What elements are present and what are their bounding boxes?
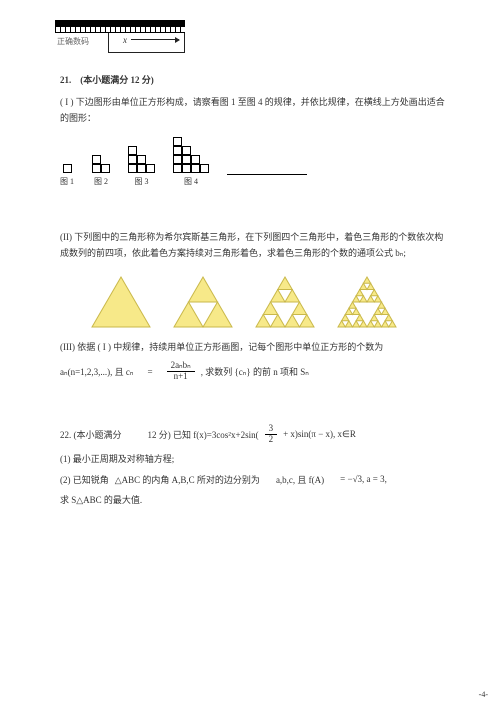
fig2: 图 2 — [92, 155, 110, 187]
sierpinski-1 — [90, 275, 152, 329]
frac-3-2: 3 2 — [265, 424, 278, 445]
sierpinski-4 — [336, 275, 398, 329]
ruler-label: 正确数码 — [57, 36, 89, 47]
q22-sub2: (2) 已知锐角 △ABC 的内角 A,B,C 所对的边分别为 a,b,c, 且… — [60, 473, 450, 486]
q21-part3a: (III) 依据 ( I ) 中规律，持续用单位正方形画图，记每个图形中单位正方… — [60, 339, 450, 355]
sum-req: , 求数列 {cₙ} 的前 n 项和 Sₙ — [201, 365, 309, 378]
q22-heading: 22. (本小题满分 12 分) 已知 f(x)=3cos²x+2sin( 3 … — [60, 424, 450, 445]
fig3: 图 3 — [128, 146, 155, 187]
q21-formula: aₙ(n=1,2,3,...), 且 cₙ = 2aₙbₙ n+1 , 求数列 … — [60, 361, 450, 382]
q21-heading: 21. (本小题满分 12 分) — [60, 72, 450, 88]
fig1: 图 1 — [60, 164, 74, 187]
sierpinski-2 — [172, 275, 234, 329]
q22-sub1: (1) 最小正周期及对称轴方程; — [60, 451, 450, 467]
q21-part2: (II) 下列图中的三角形称为希尔宾斯基三角形，在下列图四个三角形中，着色三角形… — [60, 229, 450, 261]
page-number: -4- — [479, 690, 488, 699]
sierpinski-3 — [254, 275, 316, 329]
an-def: aₙ(n=1,2,3,...), 且 cₙ — [60, 365, 133, 378]
ruler-var: x — [123, 35, 127, 45]
fig4: 图 4 — [173, 137, 209, 187]
sierpinski-row — [90, 275, 450, 329]
q22-sub3: 求 S△ABC 的最大值. — [60, 492, 450, 508]
frac-2anbn: 2aₙbₙ n+1 — [167, 361, 195, 382]
answer-blank-line — [227, 166, 307, 175]
square-figures-row: 图 1 图 2 图 3 图 4 — [60, 137, 450, 187]
q21-part1: ( I ) 下边图形由单位正方形构成，请察看图 1 至图 4 的规律，并依比规律… — [60, 94, 450, 126]
ruler-diagram: 正确数码 x — [55, 20, 450, 52]
